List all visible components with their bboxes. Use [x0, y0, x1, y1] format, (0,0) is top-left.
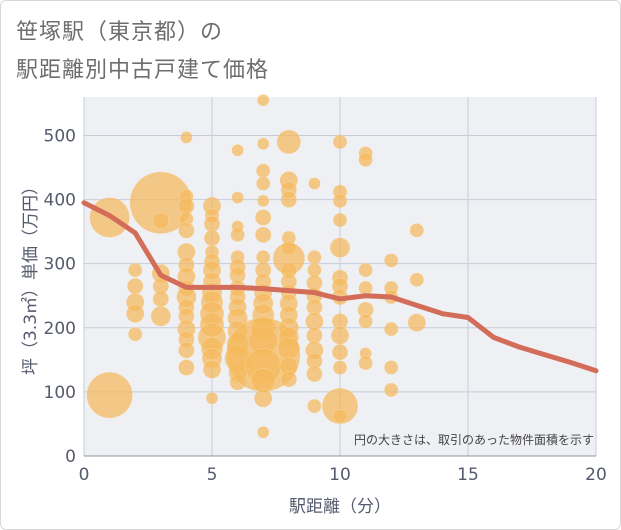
- bubble-point: [127, 326, 143, 342]
- y-tick-label: 400: [44, 191, 76, 211]
- y-tick-label: 0: [65, 447, 76, 467]
- bubble-point: [253, 389, 273, 408]
- x-tick-label: 15: [457, 465, 479, 485]
- bubble-point: [255, 176, 271, 191]
- bubble-point: [152, 212, 170, 229]
- y-tick-label: 200: [44, 319, 76, 339]
- bubble-point: [308, 177, 321, 190]
- bubble-point: [231, 191, 244, 204]
- bubble-point: [358, 280, 373, 296]
- bubble-point: [330, 326, 350, 345]
- x-axis-title: 駅距離（分）: [289, 497, 391, 517]
- bubble-point: [254, 226, 272, 244]
- bubble-point: [276, 129, 302, 155]
- bubble-point: [152, 290, 170, 308]
- x-tick-label: 20: [585, 465, 607, 485]
- bubble-point: [409, 223, 425, 238]
- x-tick-label: 5: [207, 465, 218, 485]
- bubble-point: [358, 314, 373, 329]
- bubble-point: [256, 93, 270, 107]
- bubble-point: [331, 343, 349, 361]
- y-tick-label: 300: [44, 255, 76, 275]
- x-tick-label: 10: [329, 465, 351, 485]
- bubble-point: [383, 382, 399, 398]
- y-tick-label: 500: [44, 126, 76, 146]
- bubble-point: [256, 426, 270, 439]
- bubble-point: [203, 215, 221, 233]
- bubble-point: [407, 313, 427, 332]
- bubble-point: [202, 360, 222, 379]
- bubble-point: [230, 227, 245, 243]
- bubble-point: [307, 250, 322, 265]
- trend-line-series: [81, 200, 599, 374]
- bubble-point: [178, 341, 195, 359]
- bubble-point: [409, 272, 425, 287]
- bubble-point: [125, 304, 145, 323]
- bubble-point: [307, 398, 322, 414]
- bubble-size-note: 円の大きさは、取引のあった物件面積を示す: [354, 432, 594, 447]
- chart-title-line-1: 笹塚駅（東京都）の: [16, 20, 224, 45]
- y-tick-label: 100: [44, 383, 76, 403]
- bubble-point: [150, 305, 172, 327]
- bubble-point: [332, 409, 348, 424]
- bubble-point: [332, 212, 348, 228]
- bubble-point: [383, 321, 399, 337]
- bubble-point: [86, 371, 133, 419]
- bubble-point: [306, 365, 323, 383]
- bubble-point: [383, 360, 399, 375]
- bubble-point: [127, 262, 143, 278]
- bubble-point: [250, 368, 276, 393]
- bubble-point: [178, 359, 195, 376]
- bubble-point: [231, 143, 244, 157]
- chart-title-line-2: 駅距離別中古戸建て価格: [16, 58, 270, 83]
- average-price-line: [81, 200, 599, 374]
- bubble-point: [332, 134, 348, 150]
- bubble-point: [203, 229, 221, 247]
- bubble-point: [332, 193, 348, 209]
- bubble-point: [254, 209, 272, 226]
- bubble-point: [358, 152, 373, 168]
- bubble-point: [280, 370, 298, 388]
- bubble-point: [280, 191, 298, 208]
- bubble-point: [329, 237, 351, 258]
- bubble-point: [126, 277, 144, 295]
- bubble-point: [358, 262, 373, 278]
- bubble-series: [86, 93, 427, 439]
- bubble-point: [277, 337, 301, 360]
- bubble-point: [332, 360, 348, 375]
- bubble-point: [180, 131, 193, 144]
- bubble-point: [178, 222, 195, 239]
- bubble-point: [383, 253, 399, 268]
- bubble-point: [256, 137, 270, 151]
- x-tick-label: 0: [79, 465, 90, 485]
- bubble-point: [256, 194, 270, 208]
- bubble-point: [255, 163, 271, 178]
- bubble-point: [321, 387, 359, 425]
- bubble-point: [205, 392, 219, 405]
- bubble-point: [358, 355, 373, 371]
- y-axis-title: 坪（3.3㎡）単価（万円）: [21, 178, 41, 375]
